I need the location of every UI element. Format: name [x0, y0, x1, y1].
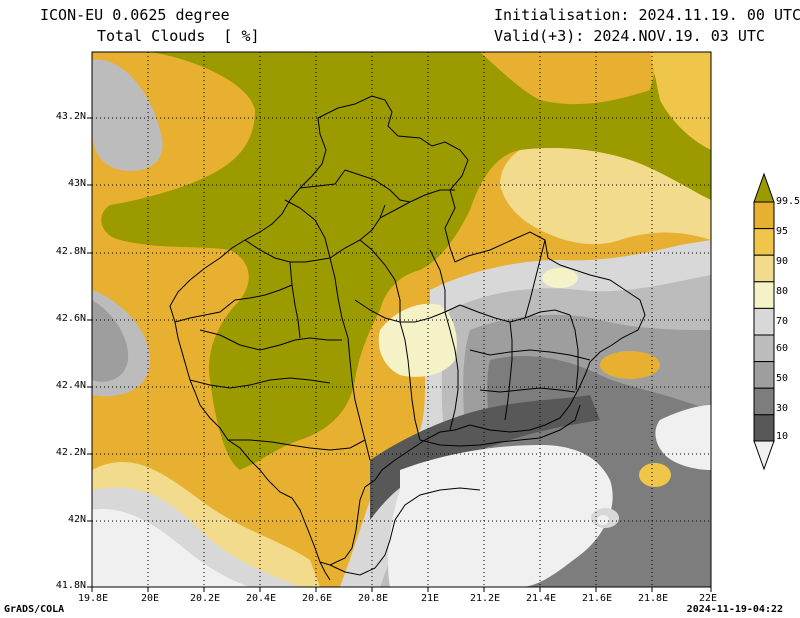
lon-label-20-6: 20.6E — [302, 593, 333, 604]
lon-label-21-8: 21.8E — [638, 593, 669, 604]
lat-label-43-2: 43.2N — [55, 111, 86, 122]
lat-label-42-0: 42N — [67, 514, 86, 525]
legend-color-box — [753, 307, 775, 336]
legend-label-30: 30 — [776, 403, 789, 414]
legend-top-triangle — [753, 172, 775, 203]
lat-label-42-4: 42.4N — [55, 380, 86, 391]
lon-label-20-8: 20.8E — [358, 593, 389, 604]
legend-color-box — [753, 281, 775, 309]
legend-color-box — [753, 254, 775, 283]
lon-label-21-2: 21.2E — [470, 593, 501, 604]
lon-label-21-6: 21.6E — [582, 593, 613, 604]
cloud-field — [92, 52, 711, 587]
lon-label-20-2: 20.2E — [190, 593, 221, 604]
legend-color-box — [753, 201, 775, 230]
legend-label-10: 10 — [776, 431, 789, 442]
lon-label-22-0: 22E — [699, 593, 718, 604]
lat-label-41-8: 41.8N — [55, 580, 86, 591]
lon-label-19-8: 19.8E — [78, 593, 109, 604]
border-lines — [169, 95, 646, 581]
valid-time: Valid(+3): 2024.NOV.19. 03 UTC — [494, 27, 765, 45]
legend-label-99-5: 99.5 — [776, 196, 800, 207]
legend-label-50: 50 — [776, 373, 789, 384]
legend-label-95: 95 — [776, 226, 789, 237]
legend-color-box — [753, 228, 775, 256]
lon-label-21-4: 21.4E — [526, 593, 557, 604]
legend-label-60: 60 — [776, 343, 789, 354]
init-time: Initialisation: 2024.11.19. 00 UTC — [494, 6, 800, 24]
coastline — [329, 404, 581, 576]
legend-label-70: 70 — [776, 316, 789, 327]
tick-marks — [87, 117, 712, 592]
field-title: Total Clouds [ %] — [97, 27, 260, 45]
footer-software: GrADS/COLA — [4, 604, 65, 615]
legend-color-box — [753, 414, 775, 442]
model-title: ICON-EU 0.0625 degree — [40, 6, 230, 24]
lon-label-20-0: 20E — [141, 593, 160, 604]
footer-timestamp: 2024-11-19-04:22 — [686, 604, 783, 615]
lat-label-43-0: 43N — [67, 178, 86, 189]
lon-label-21-0: 21E — [421, 593, 440, 604]
lat-label-42-6: 42.6N — [55, 313, 86, 324]
legend-color-box — [753, 334, 775, 363]
legend-color-box — [753, 361, 775, 389]
lat-label-42-8: 42.8N — [55, 246, 86, 257]
lon-label-20-4: 20.4E — [246, 593, 277, 604]
legend-label-90: 90 — [776, 256, 789, 267]
legend-color-box — [753, 387, 775, 416]
legend-bottom-triangle — [753, 440, 775, 471]
lat-label-42-2: 42.2N — [55, 447, 86, 458]
legend-label-80: 80 — [776, 286, 789, 297]
